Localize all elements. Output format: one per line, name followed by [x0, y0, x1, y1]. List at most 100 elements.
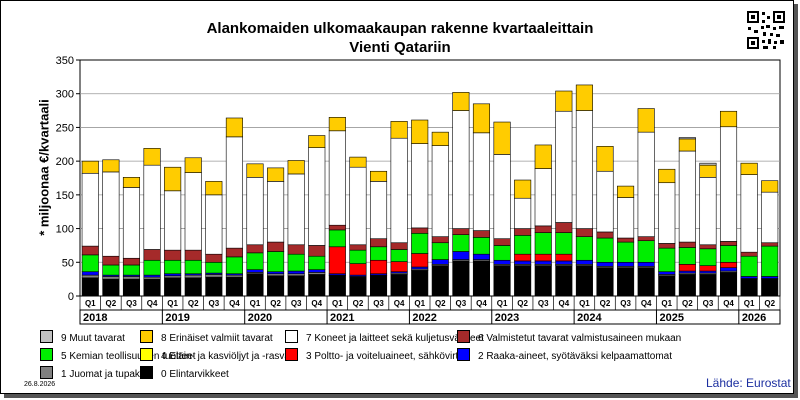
bar-segment: [287, 270, 305, 275]
x-tick-label: Q1: [661, 299, 672, 308]
bar-segment: [246, 163, 264, 178]
bar-segment: [143, 274, 161, 278]
bar-segment: [143, 249, 161, 261]
x-tick-label: Q2: [435, 299, 446, 308]
legend-swatch: [457, 348, 470, 361]
bar-segment: [534, 265, 552, 297]
bar-segment: [431, 145, 449, 237]
legend-label: 8 Erinäiset valmiit tavarat: [161, 333, 273, 344]
x-tick-label: Q4: [558, 299, 569, 308]
x-tick-label: Q4: [476, 299, 487, 308]
bar-segment: [164, 275, 182, 279]
bar-segment: [555, 90, 573, 112]
bar-segment: [390, 249, 408, 262]
bar-segment: [514, 197, 532, 229]
bar-segment: [452, 110, 470, 229]
bar-segment: [534, 225, 552, 233]
bar-segment: [719, 245, 738, 263]
bar-segment: [534, 168, 552, 227]
year-label: 2021: [330, 312, 354, 324]
bar-segment: [596, 267, 614, 297]
bar-segment: [493, 245, 511, 261]
bar-segment: [514, 265, 532, 297]
bar-segment: [678, 270, 696, 274]
bar-segment: [122, 257, 141, 266]
bar-segment: [184, 157, 202, 173]
bar-segment: [328, 275, 346, 297]
bar-segment: [575, 236, 593, 261]
bar-segment: [719, 241, 738, 246]
bar-segment: [699, 270, 717, 274]
bar-segment: [555, 232, 573, 255]
legend-label: 3 Poltto- ja voiteluaineet, sähkövirta: [306, 351, 464, 362]
bar-segment: [740, 276, 758, 279]
bar-segment: [740, 251, 758, 257]
bar-segment: [225, 117, 243, 138]
bar-segment: [308, 255, 326, 271]
bar-segment: [349, 156, 367, 168]
chart-title: Alankomaiden ulkomaakaupan rakenne kvart…: [206, 20, 594, 37]
bar-segment: [267, 251, 285, 273]
bar-segment: [164, 259, 182, 275]
bar-segment: [534, 232, 552, 255]
x-tick-label: Q1: [167, 299, 178, 308]
bar-segment: [637, 261, 655, 267]
x-tick-label: Q2: [270, 299, 281, 308]
bar-segment: [555, 260, 573, 265]
bar-segment: [205, 181, 223, 196]
bar-segment: [699, 244, 717, 250]
bar-segment: [164, 277, 182, 297]
bar-segment: [637, 236, 655, 242]
bar-segment: [699, 164, 717, 178]
bar-segment: [390, 121, 408, 139]
legend-item: 7 Koneet ja laitteet sekä kuljetusväline…: [285, 330, 484, 344]
year-label: 2023: [495, 312, 519, 324]
bar-segment: [205, 194, 223, 255]
bar-segment: [328, 224, 346, 231]
bar-segment: [761, 191, 779, 244]
x-tick-label: Q1: [85, 299, 96, 308]
bar-segment: [411, 143, 429, 229]
x-tick-label: Q3: [456, 299, 467, 308]
bar-segment: [514, 228, 532, 236]
legend-swatch: [40, 330, 53, 343]
bar-segment: [596, 261, 614, 267]
legend: 9 Muut tavarat 8 Erinäiset valmiit tavara…: [40, 330, 780, 385]
bar-segment: [472, 132, 491, 231]
legend-label: 1 Juomat ja tupakka: [61, 369, 151, 380]
bar-segment: [225, 136, 243, 249]
bar-segment: [349, 244, 367, 251]
bar-segment: [287, 244, 305, 255]
bar-segment: [81, 274, 99, 279]
bar-segment: [143, 148, 161, 166]
bar-segment: [555, 265, 573, 297]
legend-label: 4 Eläin- ja kasviöljyt ja -rasvat: [161, 351, 293, 362]
x-tick-label: Q3: [538, 299, 549, 308]
bar-segment: [575, 259, 593, 265]
x-tick-label: Q3: [373, 299, 384, 308]
bar-segment: [225, 276, 243, 297]
bar-segment: [287, 160, 305, 175]
y-tick-label: 350: [56, 55, 74, 67]
bar-segment: [534, 253, 552, 262]
bar-segment: [184, 249, 202, 261]
bar-segment: [122, 264, 141, 276]
y-tick-label: 250: [56, 122, 74, 134]
bar-segment: [102, 255, 120, 266]
x-tick-label: Q4: [641, 299, 652, 308]
bar-segment: [246, 269, 264, 273]
bar-segment: [514, 260, 532, 265]
x-tick-label: Q1: [414, 299, 425, 308]
bar-segment: [328, 130, 346, 226]
bar-segment: [287, 173, 305, 246]
bar-segment: [699, 274, 717, 297]
x-tick-label: Q1: [497, 299, 508, 308]
x-tick-label: Q3: [620, 299, 631, 308]
bar-segment: [617, 237, 635, 243]
bar-segment: [740, 278, 758, 297]
bar-segment: [555, 222, 573, 233]
legend-swatch: [40, 366, 53, 379]
bar-segment: [637, 267, 655, 297]
bar-segment: [761, 276, 779, 279]
